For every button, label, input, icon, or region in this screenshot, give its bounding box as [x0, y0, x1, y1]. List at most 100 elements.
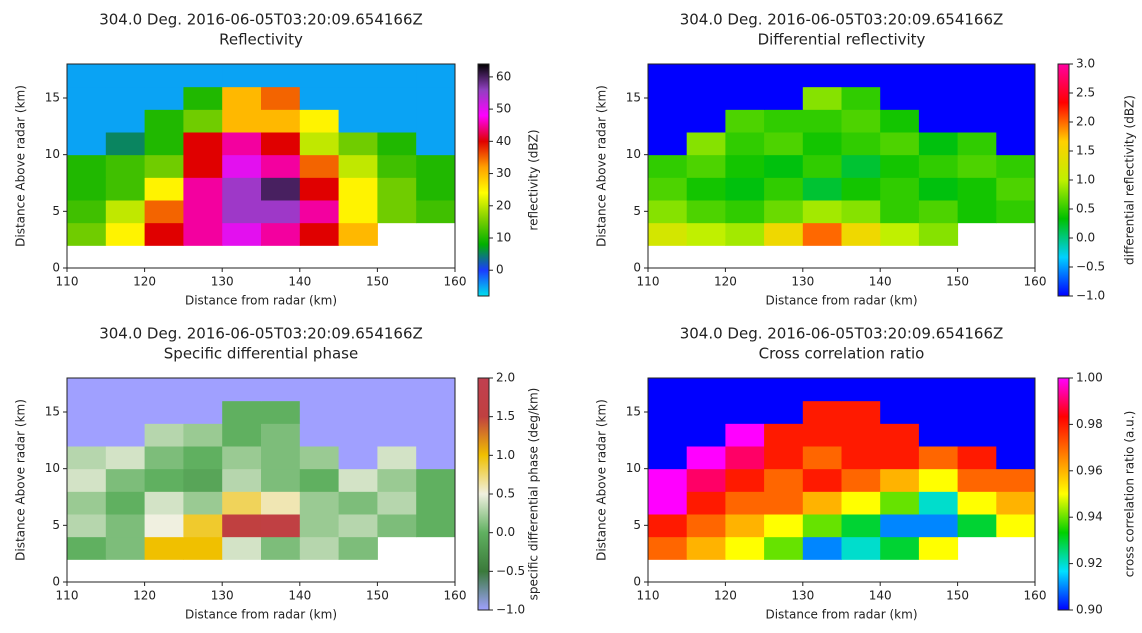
- heatmap-cell: [67, 154, 107, 178]
- heatmap-cell: [957, 200, 997, 224]
- heatmap-cell: [144, 491, 184, 515]
- heatmap-cell: [918, 536, 959, 560]
- heatmap-cell: [299, 423, 340, 447]
- heatmap-cell: [299, 154, 340, 178]
- heatmap-cell: [957, 109, 997, 133]
- heatmap-cell: [764, 132, 804, 156]
- heatmap-cell: [764, 491, 804, 515]
- chart-title: 304.0 Deg. 2016-06-05T03:20:09.654166Z: [99, 11, 423, 29]
- heatmap-cell: [880, 132, 920, 156]
- heatmap-cell: [996, 154, 1036, 178]
- colorbar-tick-label: 0.92: [1076, 556, 1103, 570]
- heatmap-cell: [648, 400, 688, 424]
- heatmap-cell: [183, 200, 223, 224]
- colorbar-tick-label: 2.0: [1076, 115, 1095, 129]
- heatmap-cell: [841, 200, 881, 224]
- heatmap-cell: [957, 177, 997, 201]
- x-tick-label: 120: [714, 275, 737, 289]
- heatmap-cell: [222, 400, 262, 424]
- heatmap-cell: [996, 200, 1036, 224]
- heatmap-cell: [67, 468, 107, 492]
- heatmap-cell: [686, 64, 726, 88]
- heatmap-cell: [105, 536, 146, 560]
- heatmap-cell: [996, 423, 1036, 447]
- heatmap-cell: [802, 423, 842, 447]
- heatmap-cell: [105, 177, 146, 201]
- y-axis-label: Distance Above radar (km): [595, 399, 609, 561]
- y-axis-label: Distance Above radar (km): [14, 399, 28, 561]
- y-tick-label: 10: [626, 461, 641, 475]
- heatmap-cell: [416, 86, 456, 110]
- heatmap-cell: [67, 222, 107, 246]
- heatmap-cell: [222, 514, 262, 538]
- heatmap-cell: [918, 514, 959, 538]
- colorbar-tick-label: 40: [496, 134, 511, 148]
- heatmap-cell: [144, 86, 184, 110]
- heatmap-cell: [338, 154, 378, 178]
- heatmap-cell: [880, 446, 920, 470]
- heatmap-cell: [725, 400, 765, 424]
- x-tick-label: 140: [869, 589, 892, 603]
- heatmap-cell: [802, 514, 842, 538]
- heatmap-cell: [299, 378, 340, 402]
- heatmap-cell: [686, 200, 726, 224]
- y-tick-label: 5: [52, 204, 60, 218]
- colorbar: [477, 377, 490, 611]
- heatmap-cell: [918, 200, 959, 224]
- heatmap-cell: [880, 423, 920, 447]
- heatmap-cell: [67, 491, 107, 515]
- heatmap-cell: [957, 64, 997, 88]
- heatmap-cell: [957, 446, 997, 470]
- heatmap-cell: [764, 222, 804, 246]
- heatmap-cell: [416, 177, 456, 201]
- heatmap-cell: [338, 86, 378, 110]
- x-tick-label: 160: [444, 275, 467, 289]
- colorbar-tick-label: 0.5: [1076, 202, 1095, 216]
- heatmap-cell: [725, 446, 765, 470]
- heatmap-cell: [648, 446, 688, 470]
- heatmap-cell: [996, 177, 1036, 201]
- heatmap-cell: [105, 132, 146, 156]
- x-axis-label: Distance from radar (km): [185, 608, 337, 622]
- heatmap-cell: [222, 491, 262, 515]
- heatmap-cell: [67, 109, 107, 133]
- x-tick-label: 120: [133, 275, 156, 289]
- heatmap-cell: [957, 400, 997, 424]
- heatmap-cell: [957, 132, 997, 156]
- heatmap-cell: [918, 177, 959, 201]
- heatmap-cell: [183, 378, 223, 402]
- chart-subtitle: Specific differential phase: [164, 345, 358, 363]
- heatmap-cell: [957, 491, 997, 515]
- heatmap-cell: [648, 132, 688, 156]
- heatmap-cell: [183, 468, 223, 492]
- colorbar-label: specific differential phase (deg/km): [527, 388, 541, 601]
- heatmap-cell: [841, 378, 881, 402]
- heatmap-cell: [918, 109, 959, 133]
- y-tick-label: 15: [626, 405, 641, 419]
- heatmap-cell: [648, 177, 688, 201]
- plot-frame: [66, 377, 456, 583]
- heatmap-cell: [261, 468, 301, 492]
- heatmap-cell: [144, 132, 184, 156]
- heatmap-cell: [416, 64, 456, 88]
- heatmap-cell: [144, 536, 184, 560]
- heatmap-cell: [144, 378, 184, 402]
- heatmap-cell: [918, 400, 959, 424]
- heatmap-cell: [183, 536, 223, 560]
- heatmap-cell: [222, 86, 262, 110]
- heatmap-cell: [416, 200, 456, 224]
- colorbar-tick-label: 50: [496, 102, 511, 116]
- heatmap-cell: [377, 491, 417, 515]
- heatmap-cell: [105, 86, 146, 110]
- heatmap-cell: [841, 423, 881, 447]
- y-tick-label: 15: [626, 91, 641, 105]
- heatmap-cell: [802, 200, 842, 224]
- heatmap-cell: [261, 86, 301, 110]
- chart-title: 304.0 Deg. 2016-06-05T03:20:09.654166Z: [99, 325, 423, 343]
- heatmap-cell: [648, 423, 688, 447]
- heatmap-cell: [686, 514, 726, 538]
- colorbar-label: cross correlation ratio (a.u.): [1123, 411, 1137, 578]
- heatmap-cell: [183, 154, 223, 178]
- heatmap-cell: [686, 109, 726, 133]
- x-tick-label: 160: [444, 589, 467, 603]
